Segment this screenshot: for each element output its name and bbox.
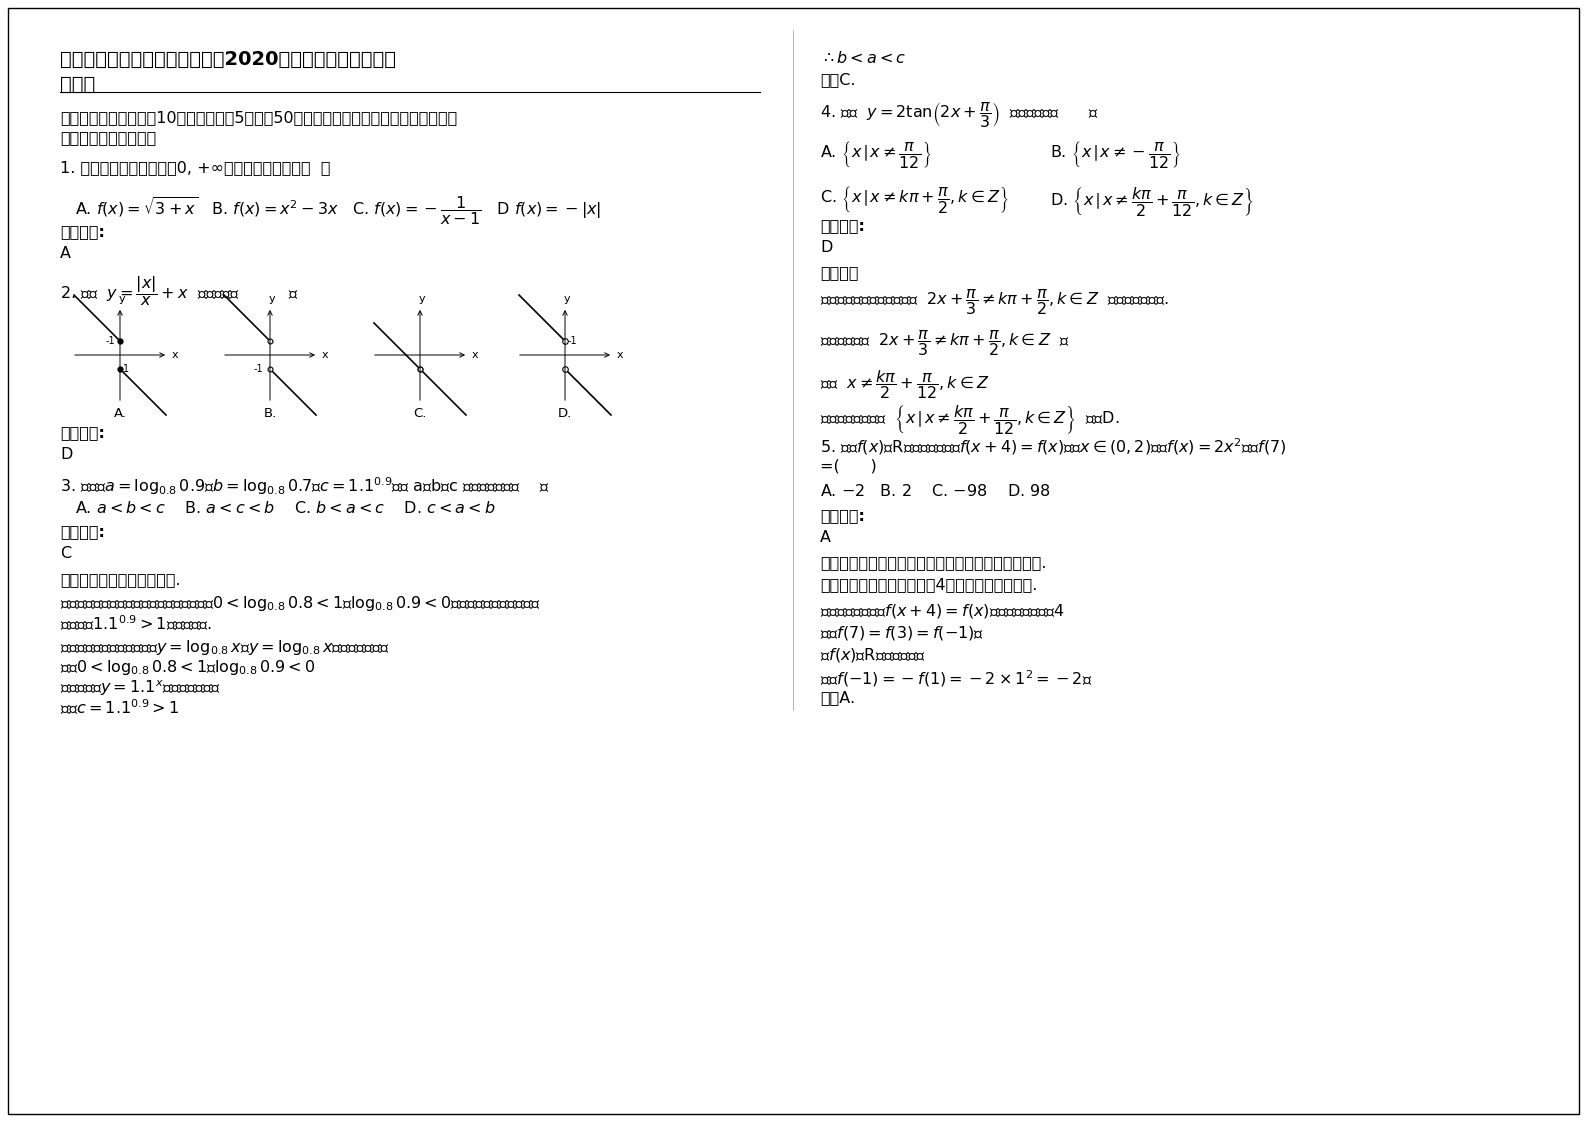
Text: 【详解】因为  $2x+\dfrac{\pi}{3}\neq k\pi+\dfrac{\pi}{2},k\in Z$  ，: 【详解】因为 $2x+\dfrac{\pi}{3}\neq k\pi+\dfra… — [820, 328, 1070, 358]
Text: A. $\left\{x\!\mid\!x\neq\dfrac{\pi}{12}\right\}$: A. $\left\{x\!\mid\!x\neq\dfrac{\pi}{12}… — [820, 140, 932, 171]
Text: 2. 函数  $y=\dfrac{|x|}{x}+x$  的图象是（          ）: 2. 函数 $y=\dfrac{|x|}{x}+x$ 的图象是（ ） — [60, 274, 298, 309]
Text: 1. 下列四个函数中，在（0, +∞）上为增函数的是（  ）: 1. 下列四个函数中，在（0, +∞）上为增函数的是（ ） — [60, 160, 330, 175]
Text: 【分析】: 【分析】 — [820, 265, 859, 280]
Text: D. $\left\{x\!\mid\!x\neq\dfrac{k\pi}{2}+\dfrac{\pi}{12},k\in Z\right\}$: D. $\left\{x\!\mid\!x\neq\dfrac{k\pi}{2}… — [1051, 185, 1254, 218]
Text: B. $\left\{x\!\mid\!x\neq -\dfrac{\pi}{12}\right\}$: B. $\left\{x\!\mid\!x\neq -\dfrac{\pi}{1… — [1051, 140, 1181, 171]
Text: 【考点】对数值大小的比较.: 【考点】对数值大小的比较. — [60, 572, 181, 587]
Text: 故选A.: 故选A. — [820, 690, 855, 705]
Text: -1: -1 — [106, 335, 116, 346]
Text: y: y — [563, 294, 570, 304]
Text: C.: C. — [413, 407, 427, 420]
Text: D: D — [820, 240, 832, 255]
Text: 1: 1 — [124, 364, 129, 374]
Text: 河南省周口市项城第一实验中学2020年高一数学文期末试题: 河南省周口市项城第一实验中学2020年高一数学文期末试题 — [60, 50, 397, 68]
Text: 【解答】解：因为$f(x+4)=f(x)$，故函数的周期是4: 【解答】解：因为$f(x+4)=f(x)$，故函数的周期是4 — [820, 603, 1065, 620]
Text: y: y — [119, 294, 125, 304]
Text: 参考答案:: 参考答案: — [820, 218, 865, 233]
Text: 参考答案:: 参考答案: — [820, 508, 865, 523]
Text: A: A — [820, 530, 832, 545]
Text: 【解答】解：根据对数函数$y=\log_{0.8}x$，$y=\log_{0.8}x$的图象和性质，: 【解答】解：根据对数函数$y=\log_{0.8}x$，$y=\log_{0.8… — [60, 638, 390, 657]
Text: D.: D. — [559, 407, 573, 420]
Text: 质，易知$1.1^{0.9}>1$，得到结论.: 质，易知$1.1^{0.9}>1$，得到结论. — [60, 614, 211, 634]
Text: y: y — [268, 294, 275, 304]
Text: 3. 已知：$a=\log_{0.8}0.9$，$b=\log_{0.8}0.7$，$c=1.1^{0.9}$，则 a、b、c 的大小关系为（    ）: 3. 已知：$a=\log_{0.8}0.9$，$b=\log_{0.8}0.7… — [60, 475, 549, 497]
Text: 又$f(x)$在R上是奇函数，: 又$f(x)$在R上是奇函数， — [820, 646, 925, 664]
Text: -1: -1 — [568, 335, 578, 346]
Text: 可知$0<\log_{0.8}0.8<1$，$\log_{0.8}0.9<0$: 可知$0<\log_{0.8}0.8<1$，$\log_{0.8}0.9<0$ — [60, 657, 316, 677]
Text: x: x — [322, 350, 329, 360]
Text: 由指数函数$y=1.1^x$的图象和性质，: 由指数函数$y=1.1^x$的图象和性质， — [60, 678, 221, 698]
Text: 【考点】函数的周期性；奇函数；偶数奇偶性的性质.: 【考点】函数的周期性；奇函数；偶数奇偶性的性质. — [820, 555, 1046, 570]
Text: 【分析】根据对数函数的图象和性质，易知$0<\log_{0.8}0.8<1$，$\log_{0.8}0.9<0$，由指数函数的图象和性: 【分析】根据对数函数的图象和性质，易知$0<\log_{0.8}0.8<1$，$… — [60, 594, 541, 613]
Text: 一、选择题：本大题共10小题，每小题5分，共50分。在每小题给出的四个选项中，只有: 一、选择题：本大题共10小题，每小题5分，共50分。在每小题给出的四个选项中，只… — [60, 110, 457, 125]
Text: =(      ): =( ) — [820, 458, 876, 473]
Text: 所以  $x\neq\dfrac{k\pi}{2}+\dfrac{\pi}{12},k\in Z$: 所以 $x\neq\dfrac{k\pi}{2}+\dfrac{\pi}{12}… — [820, 368, 989, 401]
Text: 含解析: 含解析 — [60, 75, 95, 94]
Text: 【分析】利用奇函数周期是4且为奇函数易于解决.: 【分析】利用奇函数周期是4且为奇函数易于解决. — [820, 577, 1038, 592]
Text: A. $a<b<c$    B. $a<c<b$    C. $b<a<c$    D. $c<a<b$: A. $a<b<c$ B. $a<c<b$ C. $b<a<c$ D. $c<a… — [75, 500, 495, 516]
Text: x: x — [617, 350, 624, 360]
Text: 所以$f(7)=f(3)=f(-1)$，: 所以$f(7)=f(3)=f(-1)$， — [820, 624, 984, 642]
Text: 是一个符合题目要求的: 是一个符合题目要求的 — [60, 130, 156, 145]
Text: 参考答案:: 参考答案: — [60, 524, 105, 539]
Text: D: D — [60, 447, 73, 462]
Text: 故选C.: 故选C. — [820, 72, 855, 88]
Text: 参考答案:: 参考答案: — [60, 425, 105, 440]
Text: 根据正切函数的定义域可知  $2x+\dfrac{\pi}{3}\neq k\pi+\dfrac{\pi}{2},k\in Z$  ，化简即可求出.: 根据正切函数的定义域可知 $2x+\dfrac{\pi}{3}\neq k\pi… — [820, 287, 1168, 318]
Text: -1: -1 — [254, 364, 263, 374]
Text: x: x — [471, 350, 479, 360]
Text: 4. 函数  $y=2\tan\!\left(2x+\dfrac{\pi}{3}\right)$  的定义域为（      ）: 4. 函数 $y=2\tan\!\left(2x+\dfrac{\pi}{3}\… — [820, 100, 1098, 130]
Text: A. $f(x)=\sqrt{3+x}$   B. $f(x)=x^2-3x$   C. $f(x)=-\dfrac{1}{x-1}$   D $f(x)=-|: A. $f(x)=\sqrt{3+x}$ B. $f(x)=x^2-3x$ C.… — [75, 194, 601, 227]
Text: 可知$c=1.1^{0.9}>1$: 可知$c=1.1^{0.9}>1$ — [60, 698, 179, 717]
Text: C: C — [60, 546, 71, 561]
Text: A.: A. — [114, 407, 127, 420]
Text: 所以$f(-1)=-f(1)=-2\times1^2=-2$，: 所以$f(-1)=-f(1)=-2\times1^2=-2$， — [820, 668, 1092, 689]
Text: 5. 已知$f(x)$在R上是奇函数，且$f(x+4)=f(x)$，当$x\in(0,2)$时，$f(x)=2x^2$，则$f(7)$: 5. 已知$f(x)$在R上是奇函数，且$f(x+4)=f(x)$，当$x\in… — [820, 436, 1287, 457]
Text: C. $\left\{x\!\mid\!x\neq k\pi+\dfrac{\pi}{2},k\in Z\right\}$: C. $\left\{x\!\mid\!x\neq k\pi+\dfrac{\p… — [820, 185, 1008, 217]
Text: 故函数的定义域为  $\left\{x\!\mid\!x\neq\dfrac{k\pi}{2}+\dfrac{\pi}{12},k\in Z\right\}$ : 故函数的定义域为 $\left\{x\!\mid\!x\neq\dfrac{k\… — [820, 403, 1119, 436]
Text: B.: B. — [263, 407, 276, 420]
Text: 参考答案:: 参考答案: — [60, 224, 105, 239]
Text: A. $-2$   B. $2$    C. $-98$    D. $98$: A. $-2$ B. $2$ C. $-98$ D. $98$ — [820, 482, 1051, 499]
Text: $\therefore b<a<c$: $\therefore b<a<c$ — [820, 50, 906, 66]
Text: x: x — [171, 350, 179, 360]
Text: y: y — [419, 294, 425, 304]
Text: A: A — [60, 246, 71, 261]
